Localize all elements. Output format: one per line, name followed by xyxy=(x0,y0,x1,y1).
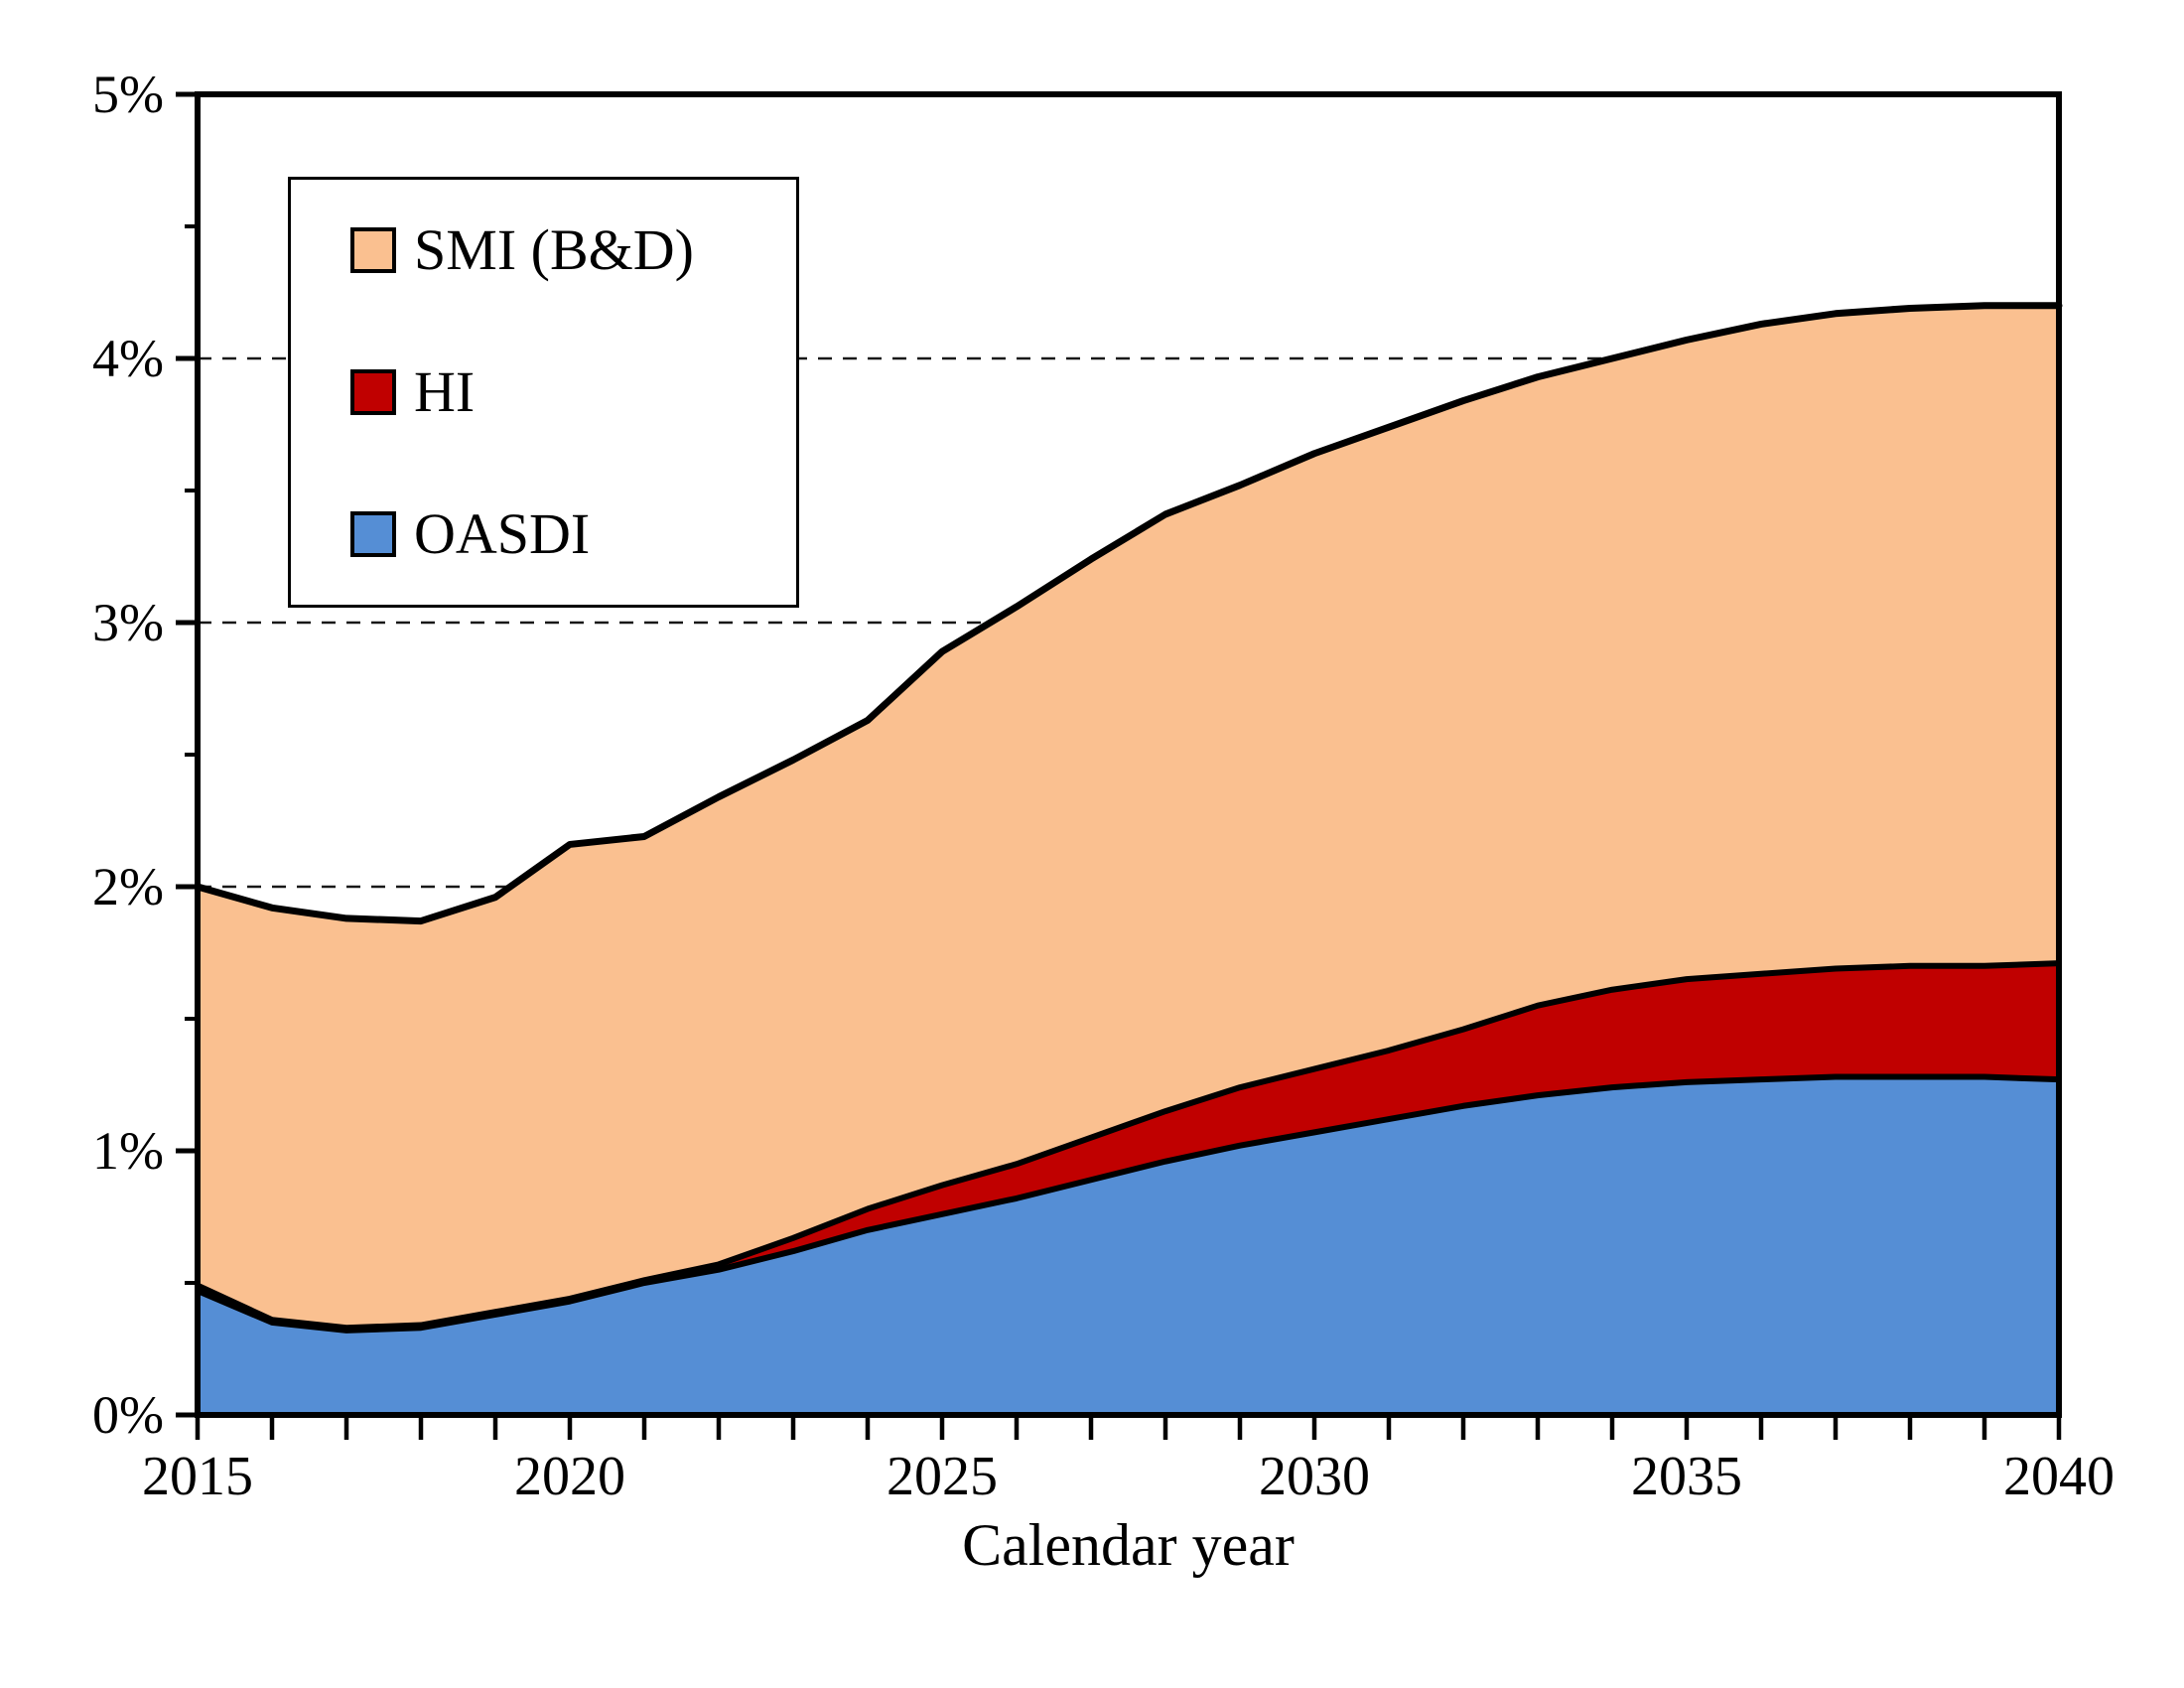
area-oasdi xyxy=(198,1076,2059,1415)
legend-item-smi: SMI (B&D) xyxy=(291,221,796,279)
legend-label-oasdi: OASDI xyxy=(414,500,591,566)
x-tick-label: 2030 xyxy=(1259,1446,1370,1507)
x-tick-label: 2025 xyxy=(887,1446,998,1507)
legend-label-smi: SMI (B&D) xyxy=(414,217,694,283)
legend-swatch-smi-icon xyxy=(350,227,396,274)
legend-item-hi: HI xyxy=(291,358,796,424)
y-tick-label: 3% xyxy=(92,593,164,652)
y-tick-label: 4% xyxy=(92,329,164,388)
legend: SMI (B&D) HI OASDI xyxy=(288,177,799,608)
area-hi xyxy=(198,963,2059,1331)
x-tick-label: 2015 xyxy=(142,1446,253,1507)
x-tick-label: 2035 xyxy=(1631,1446,1742,1507)
boundary-line-smi-b-d xyxy=(194,302,2063,925)
y-tick-label: 2% xyxy=(92,857,164,916)
area-smi-b-d xyxy=(198,305,2059,1329)
legend-swatch-oasdi-icon xyxy=(350,510,396,557)
boundary-line-hi xyxy=(195,960,2062,1332)
x-tick-label: 2020 xyxy=(514,1446,625,1507)
legend-item-oasdi: OASDI xyxy=(291,500,796,566)
y-tick-label: 0% xyxy=(92,1385,164,1445)
x-axis-title: Calendar year xyxy=(962,1512,1295,1578)
legend-label-hi: HI xyxy=(414,358,476,424)
y-tick-label: 5% xyxy=(92,65,164,124)
y-tick-label: 1% xyxy=(92,1121,164,1181)
x-tick-label: 2040 xyxy=(2003,1446,2115,1507)
legend-swatch-hi-icon xyxy=(350,368,396,415)
